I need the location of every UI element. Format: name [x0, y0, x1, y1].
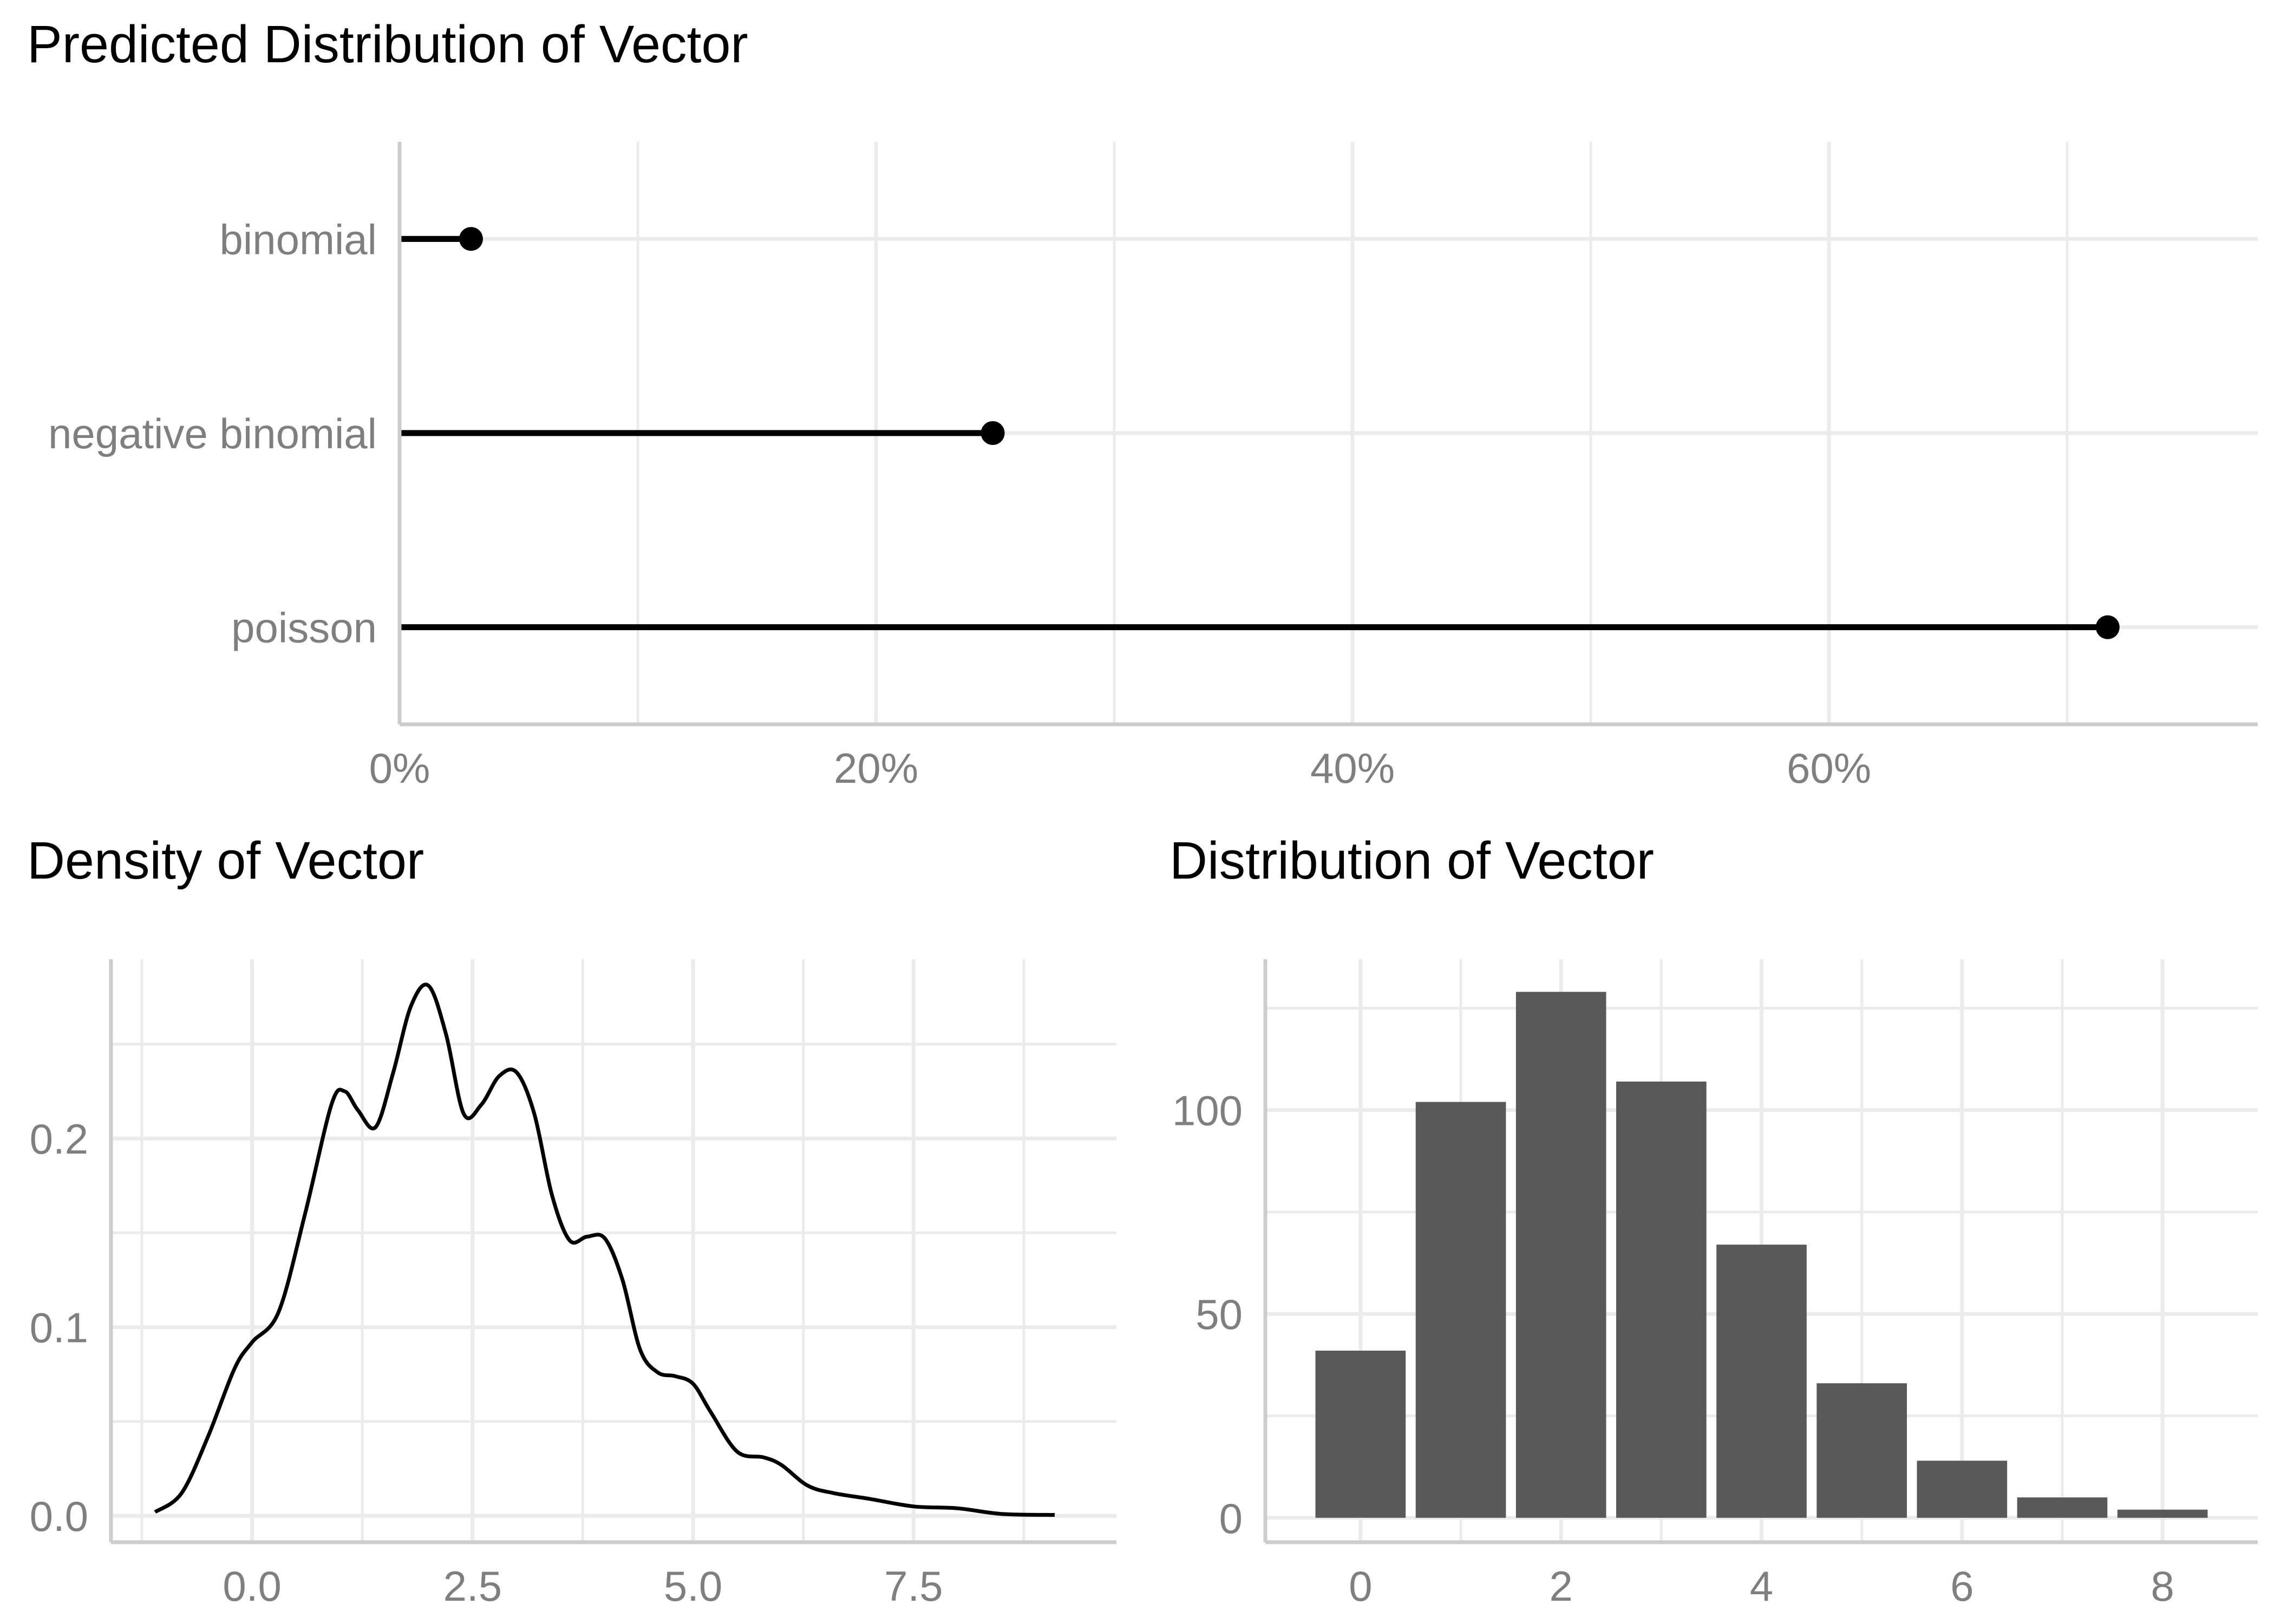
- x-tick-label: 8: [2151, 1562, 2174, 1610]
- bar: [1415, 1102, 1506, 1518]
- x-tick-label: 2: [1550, 1562, 1573, 1610]
- axis-lines: [1263, 959, 2258, 1544]
- density-curve: [154, 983, 1055, 1517]
- x-tick-label: 2.5: [443, 1562, 502, 1610]
- density-marks: [154, 983, 1055, 1517]
- y-tick-label: 0.1: [30, 1304, 88, 1352]
- y-tick-label: 0: [1219, 1495, 1243, 1542]
- lollipop-marks: [400, 227, 2120, 639]
- gridlines: [111, 959, 1116, 1542]
- x-tick-label: 4: [1750, 1562, 1773, 1610]
- bar: [1716, 1245, 1807, 1518]
- y-tick-label: binomial: [220, 215, 377, 263]
- bar: [1816, 1383, 1907, 1518]
- bar: [2017, 1497, 2108, 1518]
- y-tick-label: 0.2: [30, 1115, 88, 1163]
- chart-title: Predicted Distribution of Vector: [27, 15, 748, 74]
- y-tick-labels: 0 50 100: [1172, 1087, 1243, 1542]
- bar: [1515, 992, 1606, 1518]
- predicted-distribution-panel: Predicted Distribution of Vector binomia…: [27, 15, 2258, 792]
- chart-title: Density of Vector: [27, 831, 424, 890]
- y-tick-labels: binomial negative binomial poisson: [48, 215, 377, 651]
- density-panel: Density of Vector 0.0 0.1 0.2 0.0 2.5 5.0 7.5: [27, 831, 1116, 1610]
- axis-lines: [109, 959, 1116, 1544]
- x-tick-label: 5.0: [664, 1562, 722, 1610]
- bar: [1315, 1351, 1406, 1518]
- x-tick-label: 60%: [1787, 744, 1871, 792]
- x-tick-label: 40%: [1310, 744, 1395, 792]
- bar: [1917, 1461, 2008, 1518]
- y-tick-label: poisson: [231, 604, 377, 652]
- axis-lines: [397, 142, 2258, 726]
- bar: [1616, 1081, 1707, 1518]
- y-tick-label: 50: [1195, 1291, 1243, 1338]
- lollipop-point: [2095, 615, 2120, 639]
- y-tick-labels: 0.0 0.1 0.2: [30, 1115, 88, 1540]
- x-tick-label: 0: [1349, 1562, 1372, 1610]
- x-tick-labels: 0.0 2.5 5.0 7.5: [223, 1562, 943, 1610]
- y-tick-label: negative binomial: [48, 410, 377, 457]
- lollipop-point: [981, 421, 1005, 445]
- bar-marks: [1315, 992, 2208, 1518]
- y-tick-label: 100: [1172, 1087, 1243, 1135]
- lollipop-point: [459, 227, 483, 251]
- x-tick-label: 7.5: [884, 1562, 943, 1610]
- distribution-panel: Distribution of Vector 0 50 100 0 2 4 6 8: [1169, 831, 2258, 1610]
- x-tick-label: 0%: [369, 744, 430, 792]
- y-tick-label: 0.0: [30, 1492, 88, 1540]
- bar: [2117, 1509, 2208, 1518]
- x-tick-label: 6: [1950, 1562, 1974, 1610]
- x-tick-labels: 0 2 4 6 8: [1349, 1562, 2174, 1610]
- x-tick-label: 20%: [834, 744, 918, 792]
- x-tick-labels: 0% 20% 40% 60%: [369, 744, 1871, 792]
- x-tick-label: 0.0: [223, 1562, 281, 1610]
- chart-title: Distribution of Vector: [1169, 831, 1654, 890]
